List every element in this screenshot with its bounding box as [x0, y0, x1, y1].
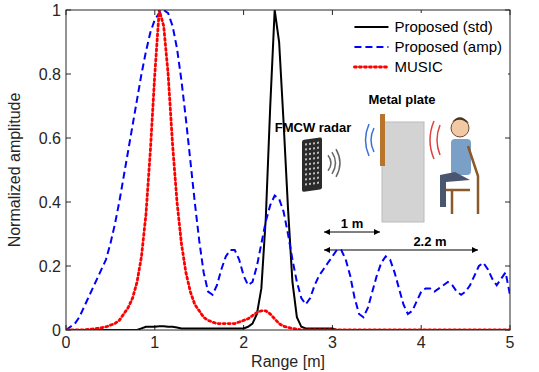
series-line	[66, 10, 510, 330]
y-tick-label: 0	[52, 322, 61, 339]
radar-element	[309, 153, 311, 155]
y-tick-label: 0.6	[39, 130, 61, 147]
radar-element	[313, 157, 315, 159]
arrow-2m-head	[324, 247, 330, 253]
radar-element	[313, 162, 315, 164]
wave	[336, 149, 340, 177]
y-tick-label: 0.8	[39, 66, 61, 83]
y-tick-label: 0.2	[39, 258, 61, 275]
wave	[430, 121, 434, 159]
radar-element	[317, 152, 319, 154]
legend-swatch	[354, 66, 388, 69]
x-tick-label: 2	[239, 334, 248, 351]
x-tick-top	[243, 10, 244, 15]
y-axis-title: Normalized amplitude	[6, 93, 23, 248]
arrow-2m	[324, 250, 478, 251]
chart: 0 1 2 3 4 5 0 0.2 0.4 0.6 0.8 1 Range [m] Normalized …	[0, 0, 539, 372]
arrow-1m-head	[324, 229, 330, 235]
radar-element	[305, 153, 307, 155]
radar-element	[305, 143, 307, 145]
radar-element	[313, 167, 315, 169]
annotation: 1 m	[341, 216, 363, 231]
radar-element	[313, 182, 315, 184]
arrow-2m-head	[472, 247, 478, 253]
radar-element	[309, 163, 311, 165]
radar-element	[313, 177, 315, 179]
series-group	[66, 10, 510, 330]
radar-element	[317, 182, 319, 184]
y-tick	[66, 266, 71, 267]
legend-label: Proposed (std)	[394, 18, 492, 35]
wave	[437, 125, 440, 155]
y-tick-label: 1	[52, 2, 61, 19]
box	[382, 122, 424, 222]
plot-bg	[66, 10, 510, 330]
x-tick-label: 0	[62, 334, 71, 351]
radar-element	[309, 178, 311, 180]
arrow-1m-head	[374, 229, 380, 235]
wave	[328, 155, 331, 171]
x-tick-label: 1	[150, 334, 159, 351]
radar-element	[317, 157, 319, 159]
legend: Proposed (std) Proposed (amp) MUSIC	[348, 13, 508, 81]
annotation: 2.2 m	[413, 234, 446, 249]
y-tick-right	[505, 266, 510, 267]
radar-element	[305, 158, 307, 160]
wave	[332, 152, 336, 174]
y-tick	[66, 202, 71, 203]
radar-element	[317, 167, 319, 169]
radar-icon	[302, 137, 322, 192]
metal-plate	[380, 114, 385, 166]
y-tick	[66, 138, 71, 139]
radar-element	[309, 158, 311, 160]
radar-element	[309, 183, 311, 185]
x-axis-title: Range [m]	[251, 353, 325, 370]
x-tick-top	[154, 10, 155, 15]
radar-element	[309, 168, 311, 170]
radar-element	[317, 177, 319, 179]
arrow-1m	[324, 232, 380, 233]
radar-element	[313, 172, 315, 174]
series-line	[66, 10, 510, 330]
chair	[446, 146, 478, 214]
radar-element	[317, 172, 319, 174]
radar-element	[317, 162, 319, 164]
legend-swatch	[354, 26, 388, 28]
series-line	[66, 10, 510, 330]
radar-element	[305, 148, 307, 150]
y-tick-right	[505, 138, 510, 139]
legend-label: MUSIC	[394, 58, 443, 75]
radar-element	[305, 168, 307, 170]
annotation: FMCW radar	[275, 120, 352, 135]
radar-element	[305, 163, 307, 165]
y-tick-right	[505, 202, 510, 203]
person-hair	[452, 117, 469, 123]
y-tick-label: 0.4	[39, 194, 61, 211]
legend-label: Proposed (amp)	[394, 38, 502, 55]
radar-element	[305, 178, 307, 180]
legend-box	[348, 13, 508, 81]
x-tick-label: 3	[328, 334, 337, 351]
radar-element	[317, 142, 319, 144]
radar-element	[313, 142, 315, 144]
y-tick	[66, 74, 71, 75]
x-tick-label: 5	[506, 334, 515, 351]
radar-element	[313, 147, 315, 149]
person-body	[451, 139, 471, 175]
plot-frame	[66, 10, 510, 330]
legend-swatch	[354, 46, 388, 48]
radar-element	[309, 143, 311, 145]
radar-element	[305, 173, 307, 175]
radar-element	[305, 183, 307, 185]
radar-element	[317, 147, 319, 149]
radar-element	[309, 148, 311, 150]
x-tick-label: 4	[417, 334, 426, 351]
setup-diagram: FMCW radar Metal plate 1 m 2.2 m	[275, 92, 478, 253]
x-tick-top	[332, 10, 333, 15]
wave	[366, 124, 370, 156]
radar-element	[313, 152, 315, 154]
radar-element	[309, 173, 311, 175]
annotation: Metal plate	[368, 92, 435, 107]
wave	[371, 128, 374, 152]
